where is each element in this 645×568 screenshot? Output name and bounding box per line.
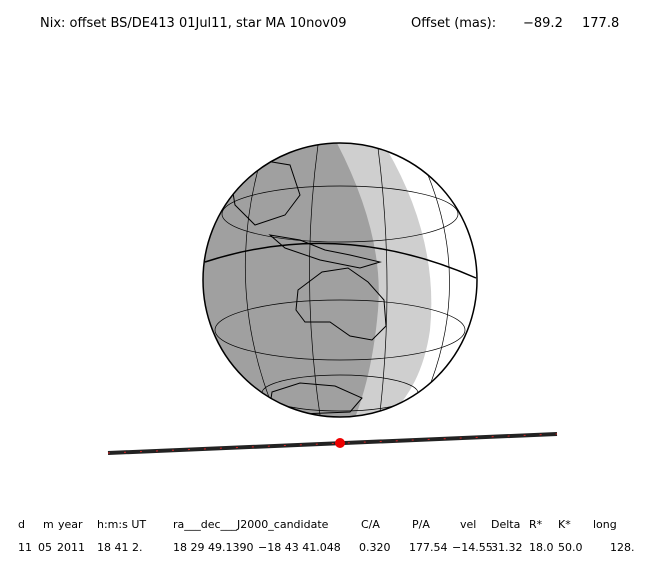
- column-header: vel: [460, 518, 476, 531]
- table-header: d m year h:m:s UT ra___dec___J2000_candi…: [18, 518, 617, 531]
- column-header: d: [18, 518, 25, 531]
- cell: 2011: [57, 541, 85, 554]
- column-header: ra___dec___J2000_candidate: [173, 518, 329, 531]
- column-header: K*: [558, 518, 571, 531]
- offset-value: 177.8: [582, 16, 619, 31]
- column-header: C/A: [361, 518, 380, 531]
- column-header: Delta: [491, 518, 520, 531]
- cell: 50.0: [558, 541, 583, 554]
- table-row: 11 05 2011 18 41 2. 18 29 49.1390 −18 43…: [18, 541, 635, 554]
- column-header: long: [593, 518, 617, 531]
- cell: 11: [18, 541, 32, 554]
- globe: [202, 142, 478, 418]
- cell: 05: [38, 541, 52, 554]
- cell: 18.0: [529, 541, 554, 554]
- column-header: m: [43, 518, 54, 531]
- title: Nix: offset BS/DE413 01Jul11, star MA 10…: [40, 16, 347, 31]
- cell: 0.320: [359, 541, 391, 554]
- column-header: R*: [529, 518, 543, 531]
- cell: −14.55: [452, 541, 493, 554]
- cell: 177.54: [409, 541, 448, 554]
- cell: 31.32: [491, 541, 523, 554]
- cell: 18 41 2.: [97, 541, 142, 554]
- cell: 128.: [610, 541, 635, 554]
- cell: −18 43 41.048: [258, 541, 341, 554]
- offset-label: Offset (mas):: [411, 16, 496, 31]
- cell: 18 29 49.1390: [173, 541, 253, 554]
- column-header: P/A: [412, 518, 430, 531]
- column-header: year: [58, 518, 83, 531]
- shadow-track: [107, 432, 558, 455]
- offset-value: −89.2: [523, 16, 563, 31]
- column-header: h:m:s UT: [97, 518, 146, 531]
